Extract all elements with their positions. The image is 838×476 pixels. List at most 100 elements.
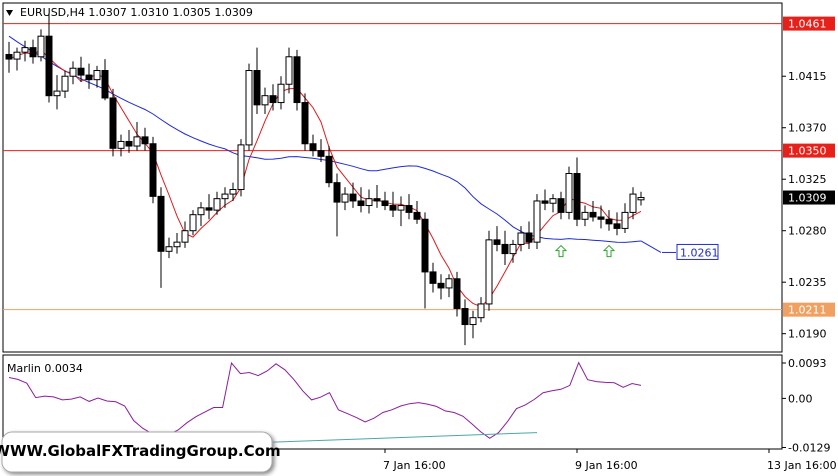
candle[interactable] xyxy=(629,187,637,220)
collapse-triangle-icon[interactable] xyxy=(6,10,13,16)
candle[interactable] xyxy=(189,210,197,236)
candle[interactable] xyxy=(277,76,285,110)
candle[interactable] xyxy=(173,232,181,254)
candle[interactable] xyxy=(365,189,373,214)
candle[interactable] xyxy=(85,63,93,89)
candle[interactable] xyxy=(349,182,357,208)
candle[interactable] xyxy=(613,212,621,236)
candle[interactable] xyxy=(405,194,413,220)
candle[interactable] xyxy=(45,13,53,103)
candle-body-bull xyxy=(509,243,517,255)
candle[interactable] xyxy=(141,127,149,151)
candle-body-bull xyxy=(69,67,77,77)
candle[interactable] xyxy=(637,191,645,206)
candles-layer[interactable] xyxy=(5,13,645,346)
candle[interactable] xyxy=(605,210,613,231)
candle[interactable] xyxy=(13,47,21,71)
candle[interactable] xyxy=(533,194,541,250)
candle[interactable] xyxy=(325,146,333,188)
candle[interactable] xyxy=(333,173,341,237)
candle[interactable] xyxy=(285,47,293,94)
candle-body-bull xyxy=(261,95,269,106)
candle-body-bull xyxy=(53,90,61,97)
candle[interactable] xyxy=(317,139,325,163)
candle[interactable] xyxy=(77,56,85,82)
candle[interactable] xyxy=(117,134,125,157)
candle[interactable] xyxy=(445,274,453,298)
candle[interactable] xyxy=(389,191,397,217)
candle[interactable] xyxy=(101,59,109,101)
indicator-tick-label: 0.00 xyxy=(788,392,813,405)
candle-body-bear xyxy=(205,207,213,211)
candle[interactable] xyxy=(557,191,565,220)
candle[interactable] xyxy=(221,187,229,208)
candle[interactable] xyxy=(453,271,461,317)
candle[interactable] xyxy=(261,87,269,114)
candle[interactable] xyxy=(37,29,45,62)
candle[interactable] xyxy=(589,200,597,222)
up-arrow-icon xyxy=(602,244,616,258)
candle[interactable] xyxy=(229,182,237,201)
candle[interactable] xyxy=(213,191,221,215)
candle-body-bear xyxy=(325,155,333,184)
candle[interactable] xyxy=(541,189,549,211)
candle[interactable] xyxy=(301,93,309,151)
candle-body-bear xyxy=(429,271,437,284)
candle[interactable] xyxy=(61,70,69,98)
candle[interactable] xyxy=(597,205,605,229)
candle[interactable] xyxy=(21,40,29,62)
candle[interactable] xyxy=(165,237,173,259)
candle[interactable] xyxy=(237,139,245,197)
candle[interactable] xyxy=(413,200,421,224)
candle[interactable] xyxy=(581,205,589,227)
candle[interactable] xyxy=(493,226,501,252)
candle[interactable] xyxy=(429,262,437,293)
candle[interactable] xyxy=(197,202,205,227)
candle[interactable] xyxy=(157,187,165,288)
candle[interactable] xyxy=(341,187,349,211)
candle[interactable] xyxy=(109,88,117,157)
candle-body-bear xyxy=(405,205,413,213)
candle[interactable] xyxy=(53,75,61,110)
candle[interactable] xyxy=(293,49,301,111)
candle[interactable] xyxy=(501,230,509,266)
candle-body-bull xyxy=(469,317,477,326)
candle[interactable] xyxy=(421,212,429,309)
candle[interactable] xyxy=(245,63,253,151)
candle[interactable] xyxy=(381,191,389,211)
candle[interactable] xyxy=(549,194,557,213)
price-tick-label: 1.0280 xyxy=(788,225,827,238)
candle-body-bear xyxy=(493,239,501,245)
candle-body-bull xyxy=(61,75,69,92)
candle[interactable] xyxy=(437,274,445,300)
candle[interactable] xyxy=(205,194,213,220)
current-price-label: 1.0309 xyxy=(788,192,827,205)
candle[interactable] xyxy=(469,310,477,339)
candle[interactable] xyxy=(5,41,13,73)
candle[interactable] xyxy=(373,184,381,208)
candle[interactable] xyxy=(93,65,101,88)
candle[interactable] xyxy=(461,299,469,346)
price-panel[interactable] xyxy=(2,2,783,353)
candle[interactable] xyxy=(397,196,405,227)
candle[interactable] xyxy=(181,221,189,248)
candle[interactable] xyxy=(309,134,317,157)
candle-body-bear xyxy=(413,211,421,220)
candle[interactable] xyxy=(621,203,629,233)
candle[interactable] xyxy=(253,47,261,114)
candle[interactable] xyxy=(565,166,573,220)
candle[interactable] xyxy=(133,122,141,151)
candle[interactable] xyxy=(269,84,277,111)
candle[interactable] xyxy=(125,130,133,153)
candle[interactable] xyxy=(517,226,525,252)
candle[interactable] xyxy=(69,61,77,85)
candle[interactable] xyxy=(573,157,581,227)
candle[interactable] xyxy=(509,239,517,263)
candle[interactable] xyxy=(485,230,493,311)
candle[interactable] xyxy=(525,221,533,250)
candle[interactable] xyxy=(29,39,37,64)
candle[interactable] xyxy=(477,297,485,323)
candle-body-bull xyxy=(245,70,253,146)
candle[interactable] xyxy=(149,136,157,204)
candle[interactable] xyxy=(357,187,365,213)
